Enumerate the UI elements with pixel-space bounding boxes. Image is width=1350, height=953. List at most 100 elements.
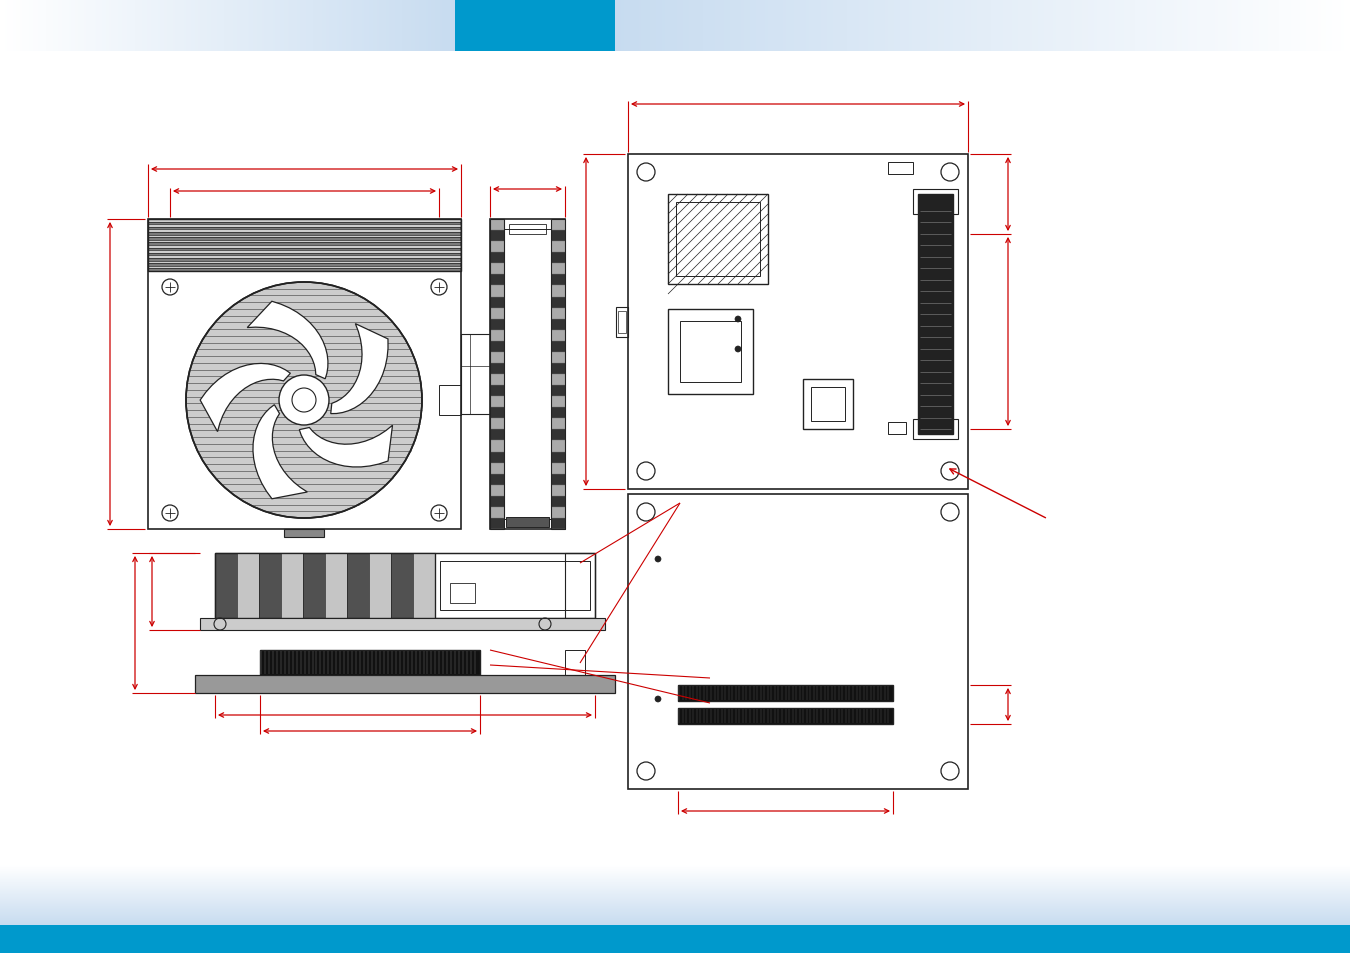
Bar — [302, 0, 304, 52]
Bar — [1238, 0, 1241, 52]
Bar — [490, 220, 504, 530]
Bar — [686, 0, 688, 52]
Bar — [551, 475, 566, 485]
Bar — [490, 507, 504, 518]
Bar — [490, 452, 504, 463]
Bar — [1297, 0, 1300, 52]
Bar — [721, 0, 724, 52]
Bar — [138, 0, 140, 52]
Bar — [414, 0, 417, 52]
Bar — [1165, 0, 1168, 52]
Bar — [359, 0, 360, 52]
Bar — [198, 0, 200, 52]
Bar — [135, 0, 136, 52]
Bar — [178, 0, 180, 52]
Bar — [838, 0, 841, 52]
Bar — [566, 650, 585, 676]
Bar — [148, 235, 460, 238]
Bar — [424, 0, 425, 52]
Bar — [439, 386, 460, 416]
Bar — [551, 220, 566, 530]
Bar — [724, 0, 726, 52]
Bar — [765, 0, 768, 52]
Bar — [1230, 0, 1233, 52]
Bar — [691, 0, 694, 52]
Bar — [1256, 0, 1258, 52]
Bar — [144, 0, 146, 52]
Bar — [751, 0, 753, 52]
Bar — [148, 220, 460, 272]
Bar — [404, 0, 406, 52]
Bar — [417, 0, 418, 52]
Bar — [255, 0, 256, 52]
Bar — [370, 0, 371, 52]
Bar — [293, 0, 294, 52]
Bar — [1073, 0, 1076, 52]
Bar — [329, 0, 331, 52]
Bar — [148, 253, 460, 256]
Bar — [367, 0, 370, 52]
Bar — [62, 0, 63, 52]
Bar — [973, 0, 976, 52]
Bar — [1065, 0, 1068, 52]
Bar — [1033, 0, 1035, 52]
Bar — [668, 0, 671, 52]
Bar — [294, 0, 297, 52]
Bar — [1115, 0, 1118, 52]
Bar — [111, 0, 113, 52]
Bar — [148, 243, 460, 246]
Bar — [1241, 0, 1245, 52]
Bar — [270, 0, 271, 52]
Bar — [1235, 0, 1238, 52]
Bar — [1347, 0, 1350, 52]
Bar — [356, 0, 359, 52]
Bar — [262, 0, 263, 52]
Bar — [744, 0, 748, 52]
Bar — [148, 238, 460, 240]
Bar — [1282, 0, 1285, 52]
Bar — [490, 375, 504, 386]
Bar — [551, 353, 566, 363]
Bar — [873, 0, 876, 52]
Bar — [551, 242, 566, 253]
Bar — [1227, 0, 1230, 52]
Bar — [1098, 0, 1100, 52]
Bar — [130, 0, 131, 52]
Bar — [413, 554, 435, 618]
Bar — [551, 419, 566, 430]
Bar — [986, 0, 988, 52]
Bar — [1295, 0, 1297, 52]
Bar — [331, 0, 333, 52]
Bar — [373, 0, 375, 52]
Bar — [1206, 0, 1208, 52]
Bar — [58, 0, 59, 52]
Bar — [377, 0, 378, 52]
Bar — [490, 341, 504, 353]
Bar — [418, 0, 420, 52]
Bar — [883, 0, 886, 52]
Bar — [490, 319, 504, 331]
Bar — [215, 0, 216, 52]
Bar — [304, 0, 305, 52]
Bar — [409, 0, 412, 52]
Bar — [74, 0, 77, 52]
Bar — [1158, 0, 1162, 52]
Bar — [281, 0, 282, 52]
Bar — [798, 0, 801, 52]
Bar — [1153, 0, 1156, 52]
Bar — [161, 0, 162, 52]
Bar — [1335, 0, 1338, 52]
Bar — [460, 335, 491, 415]
Bar — [490, 308, 504, 319]
Bar — [1080, 0, 1083, 52]
Bar — [771, 0, 774, 52]
Bar — [1247, 0, 1250, 52]
Bar — [247, 0, 250, 52]
Bar — [1305, 0, 1310, 52]
Bar — [43, 0, 46, 52]
Bar — [0, 0, 1, 52]
Bar — [346, 0, 347, 52]
Bar — [325, 0, 328, 52]
Bar — [205, 0, 208, 52]
Bar — [748, 0, 751, 52]
